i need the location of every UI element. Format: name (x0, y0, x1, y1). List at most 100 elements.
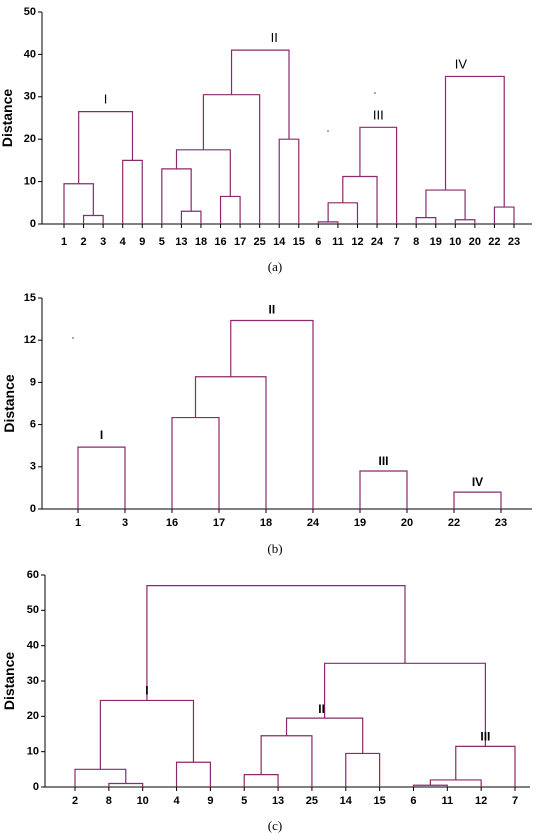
dendrogram-link (278, 138, 300, 224)
x-tick-label: 20 (469, 236, 481, 248)
x-tick-label: 12 (351, 236, 363, 248)
x-tick-label: 6 (315, 236, 321, 248)
cluster-label: IV (472, 475, 483, 489)
dendrogram-link (359, 470, 408, 509)
x-tick-label: 13 (175, 236, 187, 248)
x-tick-label: 2 (81, 236, 87, 248)
dendrogram-link (108, 782, 144, 787)
speck (72, 337, 74, 339)
y-tick-label: 60 (27, 569, 39, 581)
y-tick-label: 0 (30, 218, 36, 230)
y-tick-label: 9 (30, 376, 36, 388)
dendrogram-link (146, 585, 406, 701)
dendrogram-link (63, 183, 94, 224)
y-tick-label: 12 (24, 334, 36, 346)
x-tick-label: 3 (100, 236, 106, 248)
dendrogram-link (175, 149, 231, 197)
x-tick-label: 5 (159, 236, 165, 248)
cluster-label: II (318, 702, 325, 716)
dendrogram-link (82, 214, 104, 224)
y-tick-label: 30 (24, 91, 36, 103)
cluster-label: III (378, 454, 388, 468)
caption-a: (a) (268, 259, 282, 274)
x-tick-label: 9 (139, 236, 145, 248)
cluster-label: II (269, 303, 276, 317)
x-tick-label: 5 (241, 795, 247, 807)
dendrogram-link (260, 735, 313, 787)
dendrogram-link (359, 126, 398, 224)
dendrogram-link (99, 699, 195, 770)
x-tick-label: 23 (508, 236, 520, 248)
y-tick-label: 10 (24, 176, 36, 188)
x-tick-label: 22 (448, 517, 460, 529)
x-tick-label: 2 (72, 795, 78, 807)
dendrogram-link (175, 761, 211, 787)
x-tick-label: 25 (254, 236, 266, 248)
y-axis-label: Distance (1, 652, 17, 711)
dendrogram-link (230, 319, 314, 509)
x-tick-label: 20 (401, 517, 413, 529)
y-tick-label: 3 (30, 461, 36, 473)
x-tick-label: 13 (272, 795, 284, 807)
dendrogram-link (171, 416, 220, 509)
x-tick-label: 22 (488, 236, 500, 248)
dendrogram-link (324, 662, 486, 747)
speck (327, 130, 329, 132)
dendrogram-link (180, 210, 202, 224)
x-tick-label: 9 (207, 795, 213, 807)
x-tick-label: 11 (332, 236, 344, 248)
x-tick-label: 19 (430, 236, 442, 248)
dendrogram-link (444, 75, 505, 208)
x-tick-label: 10 (449, 236, 461, 248)
x-tick-label: 4 (173, 795, 180, 807)
cluster-label: II (271, 30, 278, 45)
dendrogram-link (122, 159, 143, 224)
dendrogram-link (425, 189, 466, 220)
y-tick-label: 40 (24, 48, 36, 60)
x-tick-label: 8 (413, 236, 419, 248)
y-tick-label: 0 (30, 503, 36, 515)
y-axis-label: Distance (1, 374, 17, 433)
x-tick-label: 1 (75, 517, 81, 529)
dendrogram-link (345, 752, 381, 787)
y-tick-label: 40 (27, 640, 39, 652)
x-tick-label: 18 (260, 517, 272, 529)
x-tick-label: 24 (307, 517, 320, 529)
x-tick-label: 7 (394, 236, 400, 248)
caption-c: (c) (268, 818, 282, 833)
x-tick-label: 14 (340, 795, 353, 807)
x-tick-label: 1 (61, 236, 67, 248)
y-tick-label: 20 (27, 710, 39, 722)
x-tick-label: 25 (306, 795, 318, 807)
dendrogram-link (161, 168, 192, 224)
x-tick-label: 16 (214, 236, 226, 248)
x-tick-label: 8 (106, 795, 112, 807)
x-tick-label: 19 (354, 517, 366, 529)
x-tick-label: 24 (371, 236, 384, 248)
dendrogram-link (454, 219, 476, 224)
cluster-label: III (480, 729, 490, 743)
x-tick-label: 14 (273, 236, 286, 248)
x-tick-label: 4 (120, 236, 127, 248)
x-tick-label: 10 (137, 795, 149, 807)
dendrogram-link (455, 745, 516, 787)
y-tick-label: 10 (27, 746, 39, 758)
x-tick-label: 17 (213, 517, 225, 529)
cluster-label: I (104, 92, 108, 107)
y-tick-label: 50 (24, 6, 36, 18)
dendrogram-c: 0 10 20 30 40 50 60 2 8 10 4 9 5 13 25 14 15 6 11 12 7 Distan… (1, 569, 530, 807)
cluster-label: I (100, 428, 103, 442)
dendrogram-link (194, 376, 267, 509)
dendrogram-link (202, 94, 261, 224)
x-tick-label: 6 (410, 795, 416, 807)
dendrogram-link (230, 49, 290, 140)
dendrogram-link (342, 175, 378, 224)
y-tick-label: 6 (30, 419, 36, 431)
dendrogram-link (77, 446, 126, 509)
dendrogram-link (74, 768, 127, 787)
x-tick-label: 16 (166, 517, 178, 529)
x-tick-label: 18 (195, 236, 207, 248)
y-axis-label: Distance (0, 89, 15, 148)
